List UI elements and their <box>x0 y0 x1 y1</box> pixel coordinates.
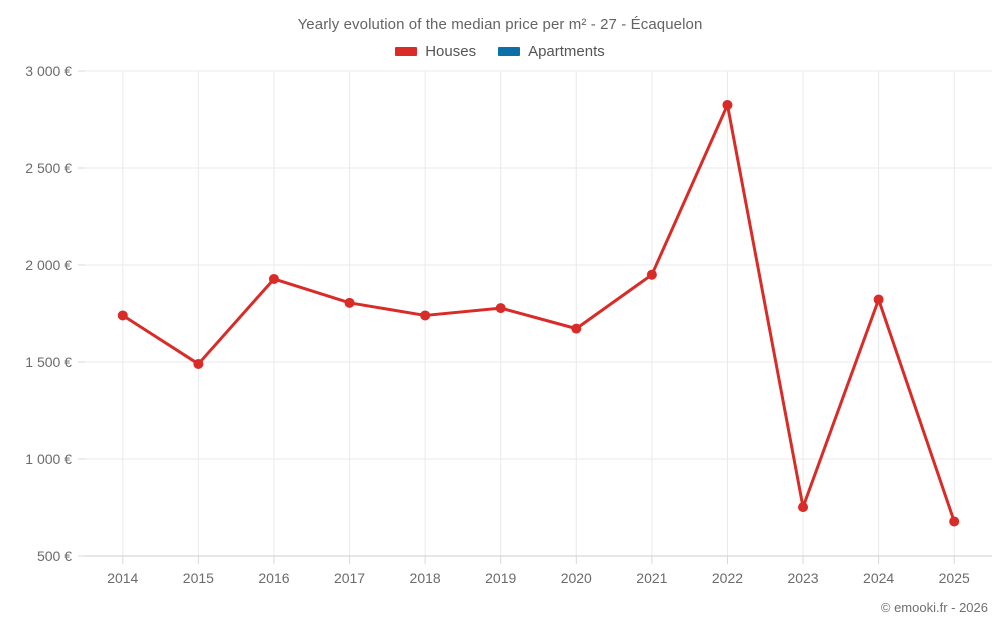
data-point-marker[interactable] <box>873 294 884 305</box>
x-axis-tick-label: 2018 <box>409 570 441 586</box>
series-line-houses <box>121 103 956 523</box>
x-axis-tick-label: 2023 <box>787 570 819 586</box>
credit-text: © emooki.fr - 2026 <box>880 600 988 615</box>
x-axis-tick-label: 2015 <box>182 570 214 586</box>
x-axis-tick-label: 2022 <box>711 570 744 586</box>
grid-lines <box>85 70 992 557</box>
data-point-marker[interactable] <box>495 303 506 314</box>
data-point-marker[interactable] <box>193 358 204 369</box>
axis-lines <box>78 70 992 564</box>
data-point-marker[interactable] <box>949 516 960 527</box>
y-axis-tick-label: 1 500 € <box>25 354 72 370</box>
legend-item-label: Houses <box>425 43 477 60</box>
chart-title: Yearly evolution of the median price per… <box>297 16 703 33</box>
data-point-marker[interactable] <box>798 502 809 513</box>
legend-item-label: Apartments <box>528 43 605 60</box>
data-series-layer <box>117 99 960 527</box>
x-axis-tick-label: 2021 <box>636 570 668 586</box>
chart-legend: Houses Apartments <box>0 44 1000 59</box>
data-point-marker[interactable] <box>117 310 128 321</box>
legend-swatch-icon <box>498 47 521 56</box>
x-axis-tick-label: 2024 <box>863 570 895 586</box>
legend-item-apartments[interactable]: Apartments <box>498 44 605 59</box>
x-axis-tick-label: 2020 <box>560 570 592 586</box>
data-point-marker[interactable] <box>420 310 431 321</box>
data-point-marker[interactable] <box>571 323 582 334</box>
data-point-marker[interactable] <box>268 273 279 284</box>
x-axis-tick-label: 2019 <box>485 570 517 586</box>
y-axis-tick-label: 2 000 € <box>25 257 72 273</box>
legend-item-houses[interactable]: Houses <box>395 44 476 59</box>
x-axis-tick-label: 2016 <box>258 570 290 586</box>
y-axis-tick-label: 1 000 € <box>25 451 72 467</box>
x-axis-tick-label: 2025 <box>938 570 970 586</box>
y-axis-tick-label: 500 € <box>36 548 72 564</box>
legend-swatch-icon <box>395 47 418 56</box>
y-axis-tick-label: 2 500 € <box>25 160 72 176</box>
x-axis-tick-label: 2014 <box>107 570 139 586</box>
data-point-marker[interactable] <box>646 269 657 280</box>
y-axis-tick-label: 3 000 € <box>25 63 72 79</box>
data-point-marker[interactable] <box>722 99 733 110</box>
x-axis-tick-label: 2017 <box>333 570 366 586</box>
data-point-marker[interactable] <box>344 297 355 308</box>
